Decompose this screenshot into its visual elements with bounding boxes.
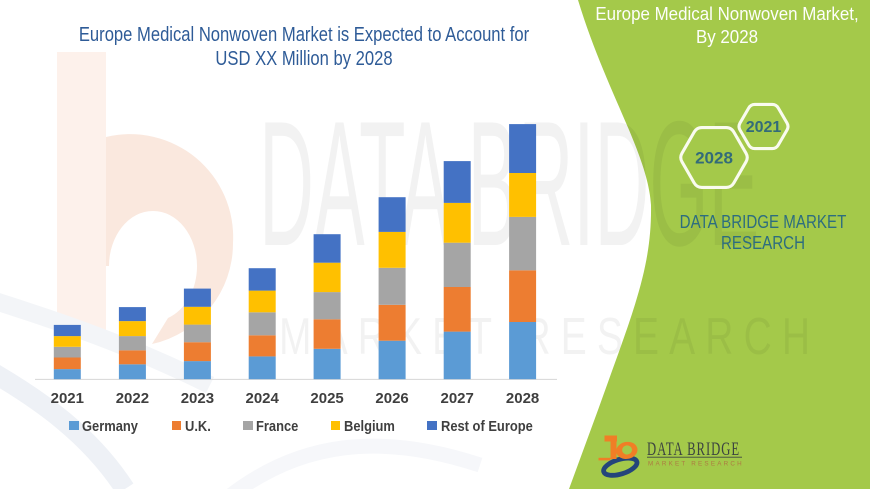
svg-text:MARKET RESEARCH: MARKET RESEARCH bbox=[279, 306, 820, 365]
svg-text:MARKET RESEARCH: MARKET RESEARCH bbox=[648, 461, 744, 468]
svg-text:DATA BRIDGE: DATA BRIDGE bbox=[647, 437, 740, 460]
svg-text:2028: 2028 bbox=[695, 149, 733, 168]
svg-text:2021: 2021 bbox=[746, 119, 782, 136]
